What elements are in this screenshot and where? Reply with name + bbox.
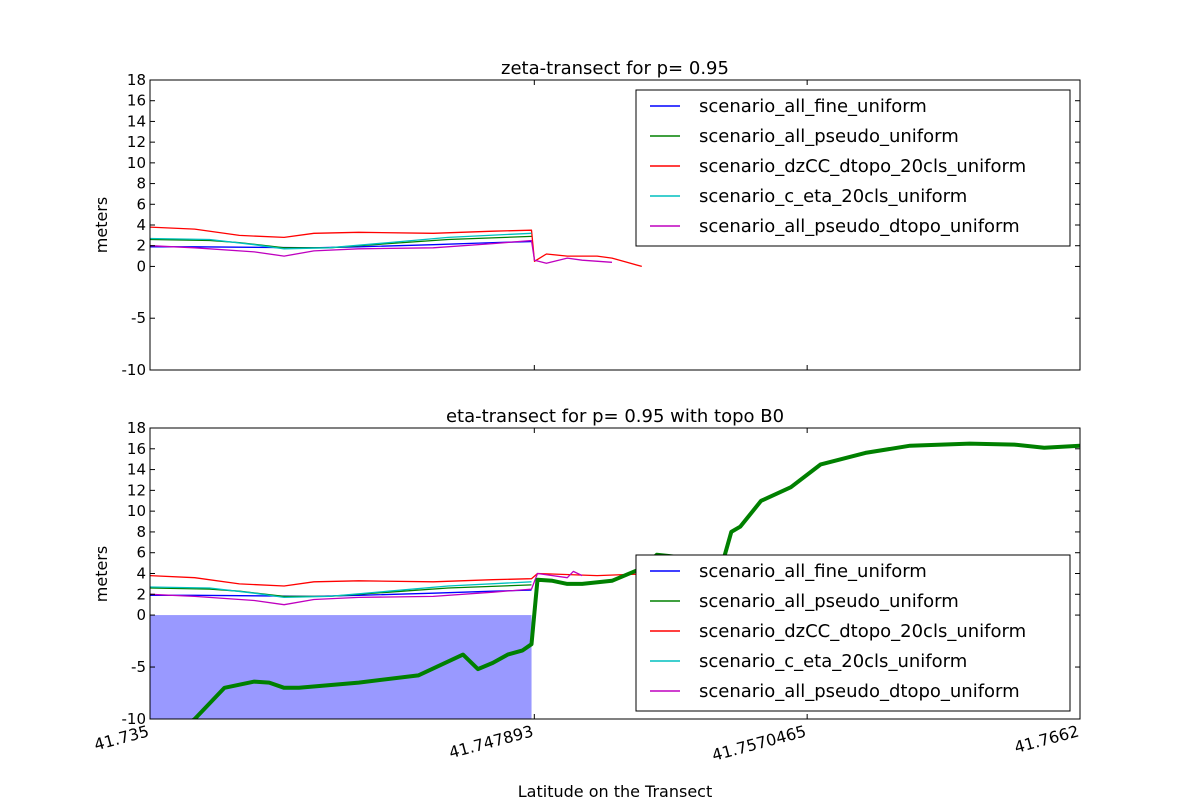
y-tick-label: -10 [122,710,147,728]
y-tick-label: 10 [127,502,146,520]
y-tick-label: -5 [131,309,146,327]
y-tick-label: 8 [136,175,146,193]
x-tick-label: 41.747893 [447,722,536,763]
legend-label: scenario_c_eta_20cls_uniform [699,651,967,672]
y-tick-label: 4 [136,565,146,583]
y-tick-label: 12 [127,481,146,499]
y-tick-label: 18 [127,71,146,89]
eta-legend: scenario_all_fine_uniform scenario_all_ps… [635,554,1071,712]
legend-label: scenario_c_eta_20cls_uniform [699,186,967,207]
eta-plot-area: 18 16 14 12 10 8 6 4 2 0 -5 -10 [122,419,1081,728]
series-line-scenario-all-pseudo-uniform [150,235,532,249]
y-tick-label: 10 [127,154,146,172]
series-line-scenario-c-eta-20cls-uniform [150,232,532,250]
legend-label: scenario_all_fine_uniform [699,96,927,117]
y-tick-label: 16 [127,440,146,458]
series-line-scenario-all-pseudo-dtopo-uniform [150,239,613,264]
zeta-panel: zeta-transect for p= 0.95 18 16 14 12 10 8 6 4 2… [92,58,1081,379]
legend-box [635,89,1071,247]
eta-panel: eta-transect for p= 0.95 with topo B0 18… [92,406,1081,728]
y-tick-label: 16 [127,92,146,110]
y-tick-label: 6 [136,544,146,562]
eta-panel-title: eta-transect for p= 0.95 with topo B0 [446,406,784,427]
y-tick-label: 4 [136,216,146,234]
legend-label: scenario_all_pseudo_uniform [699,126,959,147]
zeta-y-axis-label: meters [92,197,111,253]
x-tick-label: 41.7662 [1012,722,1081,757]
legend-label: scenario_all_pseudo_uniform [699,591,959,612]
x-tick-labels: 41.735 41.747893 41.7570465 41.7662 [92,722,1081,765]
series-line-scenario-all-pseudo-dtopo-uniform [150,570,583,606]
y-tick-label: 14 [127,112,146,130]
series-line-scenario-all-pseudo-uniform [150,584,532,598]
y-tick-label: 12 [127,133,146,151]
series-line-scenario-c-eta-20cls-uniform [150,581,532,599]
series-line-topo-b0 [191,441,1080,719]
legend-label: scenario_all_fine_uniform [699,561,927,582]
y-tick-label: 0 [136,257,146,275]
legend-label: scenario_dzCC_dtopo_20cls_uniform [699,156,1026,177]
legend-box [635,554,1071,712]
y-tick-label: -10 [122,361,147,379]
y-tick-label: 0 [136,606,146,624]
series-line-scenario-dzcc-dtopo-20cls-uniform [150,572,657,587]
y-tick-label: 8 [136,523,146,541]
zeta-panel-title: zeta-transect for p= 0.95 [501,58,729,79]
y-tick-label: -5 [131,658,146,676]
legend-label: scenario_all_pseudo_dtopo_uniform [699,216,1020,237]
y-tick-label: 14 [127,461,146,479]
y-tick-label: 2 [136,585,146,603]
y-tick-label: 18 [127,419,146,437]
legend-label: scenario_dzCC_dtopo_20cls_uniform [699,621,1026,642]
x-axis-label: Latitude on the Transect [518,782,713,800]
x-tick-label: 41.7570465 [710,722,808,765]
series-line-scenario-dzcc-dtopo-20cls-uniform [150,226,642,268]
eta-y-axis-label: meters [92,546,111,602]
y-tick-label: 2 [136,237,146,255]
legend-label: scenario_all_pseudo_dtopo_uniform [699,681,1020,702]
zeta-plot-area: 18 16 14 12 10 8 6 4 2 0 -5 -10 [122,71,1081,379]
zeta-legend: scenario_all_fine_uniform scenario_all_ps… [635,89,1071,247]
y-tick-label: 6 [136,195,146,213]
